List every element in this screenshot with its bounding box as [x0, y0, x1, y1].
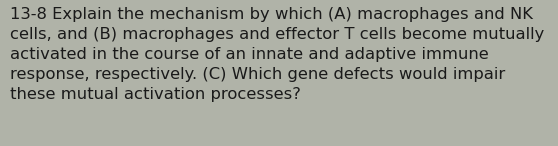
Text: 13-8 Explain the mechanism by which (A) macrophages and NK
cells, and (B) macrop: 13-8 Explain the mechanism by which (A) … — [10, 7, 545, 102]
